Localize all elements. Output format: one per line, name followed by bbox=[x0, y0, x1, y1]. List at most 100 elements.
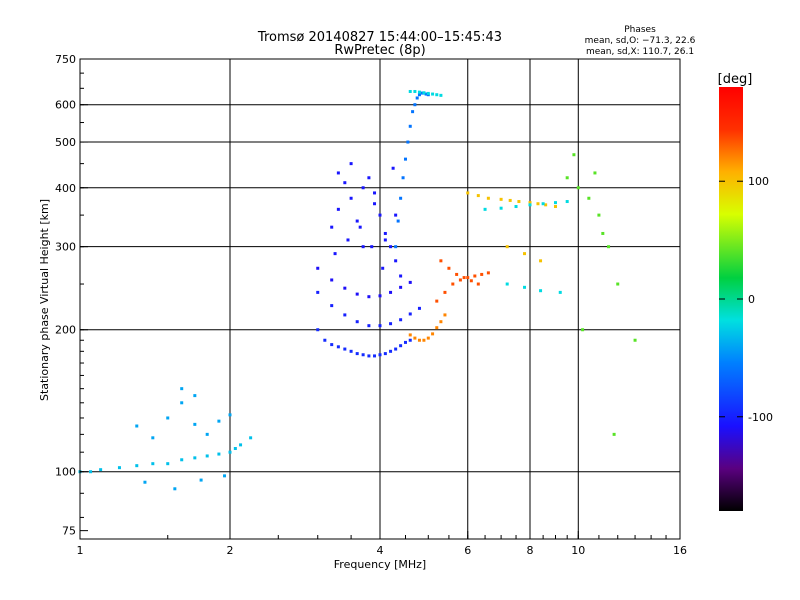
data-point bbox=[389, 290, 393, 294]
y-tick-label: 75 bbox=[62, 525, 76, 538]
data-point bbox=[391, 166, 395, 170]
x-tick-label: 16 bbox=[673, 544, 687, 557]
data-point bbox=[480, 272, 484, 276]
data-point bbox=[228, 450, 232, 454]
data-point bbox=[411, 110, 415, 114]
data-point bbox=[378, 213, 382, 217]
data-point bbox=[408, 89, 412, 93]
data-point bbox=[565, 200, 569, 204]
data-point bbox=[466, 191, 470, 195]
data-point bbox=[514, 205, 518, 209]
data-point bbox=[394, 213, 398, 217]
data-point bbox=[394, 245, 398, 249]
chart-title: Tromsø 20140827 15:44:00–15:45:43 bbox=[257, 30, 502, 45]
data-point bbox=[597, 213, 601, 217]
colorbar-tick-label: 0 bbox=[748, 293, 755, 306]
data-point bbox=[349, 162, 353, 166]
data-point bbox=[381, 266, 385, 270]
data-point bbox=[616, 282, 620, 286]
data-point bbox=[394, 259, 398, 263]
data-point bbox=[343, 286, 347, 290]
data-point bbox=[166, 416, 170, 420]
phase-stats-o: mean, sd,O: −71.3, 22.6 bbox=[585, 36, 696, 46]
scatter-points bbox=[78, 89, 637, 491]
data-point bbox=[316, 328, 320, 332]
data-point bbox=[499, 206, 503, 210]
data-point bbox=[553, 201, 557, 205]
data-point bbox=[439, 93, 443, 97]
data-point bbox=[435, 93, 439, 97]
data-point bbox=[355, 292, 359, 296]
data-point bbox=[426, 336, 430, 340]
data-point bbox=[486, 271, 490, 275]
data-point bbox=[361, 245, 365, 249]
data-point bbox=[355, 219, 359, 223]
data-point bbox=[223, 474, 227, 478]
data-point bbox=[581, 328, 585, 332]
data-point bbox=[361, 353, 365, 357]
x-tick-label: 2 bbox=[227, 544, 234, 557]
data-point bbox=[323, 338, 327, 342]
data-point bbox=[333, 252, 337, 256]
colorbar-tick-label: 100 bbox=[748, 175, 769, 188]
data-point bbox=[233, 446, 237, 450]
data-point bbox=[422, 338, 426, 342]
data-point bbox=[435, 299, 439, 303]
data-point bbox=[415, 96, 419, 100]
colorbar-tick-label: -100 bbox=[748, 411, 773, 424]
data-point bbox=[373, 354, 377, 358]
x-tick-label: 1 bbox=[77, 544, 84, 557]
colorbar-ticks: 100 0 -100 bbox=[719, 175, 773, 424]
data-point bbox=[417, 306, 421, 310]
data-point bbox=[476, 194, 480, 198]
data-point bbox=[399, 285, 403, 289]
axes: 1 2 4 6 8 10 16 75 100 200 300 400 500 600 750 bbox=[55, 53, 687, 557]
data-point bbox=[249, 436, 253, 440]
data-point bbox=[539, 259, 543, 263]
data-point bbox=[180, 401, 184, 405]
data-point bbox=[336, 171, 340, 175]
data-point bbox=[408, 338, 412, 342]
data-point bbox=[336, 207, 340, 211]
data-point bbox=[394, 347, 398, 351]
data-point bbox=[422, 91, 426, 95]
data-point bbox=[539, 289, 543, 293]
data-point bbox=[451, 282, 455, 286]
data-point bbox=[528, 201, 532, 205]
data-point bbox=[367, 295, 371, 299]
data-point bbox=[517, 200, 521, 204]
data-point bbox=[413, 89, 417, 93]
data-point bbox=[408, 280, 412, 284]
data-point bbox=[355, 352, 359, 356]
data-point bbox=[389, 322, 393, 326]
colorbar-label: [deg] bbox=[718, 72, 753, 87]
data-point bbox=[367, 324, 371, 328]
data-point bbox=[431, 332, 435, 336]
data-point bbox=[143, 480, 147, 484]
data-point bbox=[403, 340, 407, 344]
data-point bbox=[505, 245, 509, 249]
data-point bbox=[378, 353, 382, 357]
data-point bbox=[199, 478, 203, 482]
data-point bbox=[408, 124, 412, 128]
x-tick-label: 6 bbox=[464, 544, 471, 557]
phase-stats-title: Phases bbox=[624, 25, 656, 35]
data-point bbox=[383, 238, 387, 242]
data-point bbox=[572, 153, 576, 157]
data-point bbox=[505, 282, 509, 286]
data-point bbox=[399, 344, 403, 348]
y-tick-label: 300 bbox=[55, 241, 76, 254]
data-point bbox=[508, 198, 512, 202]
data-point bbox=[565, 176, 569, 180]
data-point bbox=[443, 313, 447, 317]
data-point bbox=[466, 276, 470, 280]
data-point bbox=[135, 464, 139, 468]
data-point bbox=[151, 462, 155, 466]
data-point bbox=[399, 274, 403, 278]
data-point bbox=[330, 304, 334, 308]
y-axis-label: Stationary phase Virtual Height [km] bbox=[38, 199, 51, 401]
data-point bbox=[462, 276, 466, 280]
data-point bbox=[420, 91, 424, 95]
data-point bbox=[396, 219, 400, 223]
